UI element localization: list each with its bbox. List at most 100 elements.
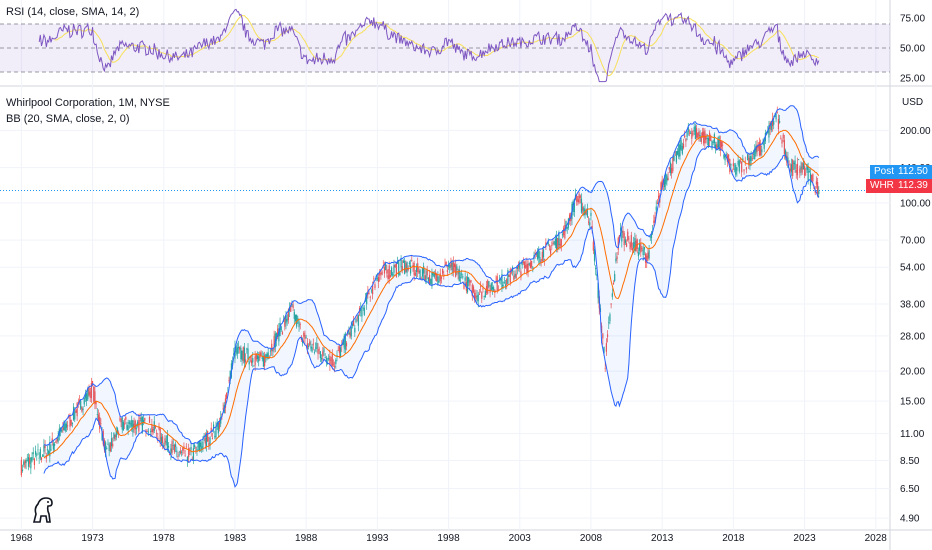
candle-body bbox=[83, 397, 85, 405]
candle-body bbox=[578, 193, 580, 203]
candle-body bbox=[204, 437, 206, 444]
candle-body bbox=[160, 436, 162, 444]
candle-body bbox=[423, 265, 425, 274]
candle-body bbox=[267, 352, 269, 359]
candle-body bbox=[622, 230, 624, 233]
candle-body bbox=[302, 340, 304, 344]
candle-body bbox=[170, 448, 172, 454]
candle-body bbox=[312, 343, 314, 345]
candle-body bbox=[306, 343, 308, 350]
candle-body bbox=[27, 457, 30, 467]
candle-body bbox=[752, 153, 755, 155]
candle-body bbox=[609, 314, 611, 322]
candle-body bbox=[146, 431, 148, 432]
candle-body bbox=[767, 130, 769, 133]
candle-body bbox=[792, 159, 794, 176]
candle-body bbox=[131, 420, 133, 427]
candle-body bbox=[625, 243, 628, 247]
candle-body bbox=[617, 237, 619, 250]
y-tick-label: 28.00 bbox=[900, 331, 925, 342]
candle-body bbox=[775, 114, 777, 120]
candle-body bbox=[385, 264, 387, 270]
candle-body bbox=[675, 151, 677, 163]
candle-body bbox=[110, 438, 113, 447]
x-tick-label: 1968 bbox=[10, 533, 33, 544]
candle-body bbox=[89, 391, 91, 398]
candle-body bbox=[452, 262, 454, 273]
candle-body bbox=[630, 234, 632, 248]
candle-body bbox=[173, 444, 176, 452]
candle-body bbox=[703, 131, 705, 144]
candle-body bbox=[618, 235, 621, 238]
candle-body bbox=[733, 168, 736, 170]
candle-body bbox=[527, 263, 529, 273]
candle-body bbox=[650, 233, 653, 238]
candle-body bbox=[736, 167, 738, 171]
candle-body bbox=[756, 144, 758, 152]
candle-body bbox=[377, 277, 380, 283]
candle-body bbox=[394, 264, 396, 267]
candle-body bbox=[615, 258, 617, 262]
candle-body bbox=[415, 267, 418, 272]
candle-body bbox=[529, 262, 532, 269]
candle-body bbox=[523, 261, 526, 269]
candle-body bbox=[315, 347, 317, 349]
candle-body bbox=[235, 345, 237, 353]
candle-body bbox=[553, 241, 555, 244]
candle-body bbox=[780, 137, 782, 139]
candle-body bbox=[74, 411, 76, 420]
candle-body bbox=[414, 272, 416, 276]
candle-body bbox=[709, 132, 711, 141]
candle-body bbox=[642, 249, 644, 256]
candle-body bbox=[741, 161, 743, 173]
candle-body bbox=[818, 191, 820, 194]
candle-body bbox=[205, 433, 208, 446]
candle-body bbox=[806, 164, 808, 170]
candle-body bbox=[49, 442, 51, 457]
rsi-tick-label: 50.00 bbox=[900, 44, 925, 55]
candle-body bbox=[470, 280, 472, 282]
currency-label[interactable]: USD bbox=[902, 97, 924, 108]
candle-body bbox=[573, 202, 575, 213]
candle-body bbox=[466, 276, 469, 293]
rsi-label: RSI (14, close, SMA, 14, 2) bbox=[6, 6, 140, 18]
candle-body bbox=[713, 134, 715, 144]
candle-body bbox=[589, 222, 591, 226]
candle-body bbox=[87, 388, 89, 400]
candle-body bbox=[493, 287, 495, 291]
candle-body bbox=[217, 422, 219, 434]
candle-body bbox=[782, 134, 784, 139]
candle-body bbox=[157, 437, 159, 441]
candle-body bbox=[261, 357, 263, 360]
candle-body bbox=[277, 328, 279, 338]
candle-body bbox=[723, 154, 725, 158]
x-tick-label: 2018 bbox=[722, 533, 745, 544]
candle-body bbox=[684, 135, 686, 138]
candle-body bbox=[755, 145, 757, 154]
candle-body bbox=[669, 162, 672, 174]
candle-body bbox=[140, 417, 142, 422]
candle-body bbox=[144, 417, 146, 421]
candle-body bbox=[84, 394, 87, 399]
candle-body bbox=[290, 305, 292, 312]
candle-body bbox=[431, 272, 433, 287]
candle-body bbox=[773, 120, 775, 125]
tradingview-logo-icon[interactable] bbox=[30, 494, 56, 529]
candle-body bbox=[555, 235, 558, 251]
candle-body bbox=[719, 140, 721, 151]
y-tick-label: 38.00 bbox=[900, 299, 925, 310]
candle-body bbox=[228, 380, 230, 381]
candle-body bbox=[67, 425, 69, 427]
candle-body bbox=[177, 456, 179, 458]
candle-body bbox=[355, 318, 357, 323]
candle-body bbox=[106, 448, 108, 449]
candle-body bbox=[602, 333, 604, 339]
candle-body bbox=[475, 295, 477, 300]
candle-body bbox=[649, 236, 651, 238]
candle-body bbox=[38, 457, 40, 459]
candle-body bbox=[676, 150, 679, 155]
candle-body bbox=[99, 416, 101, 429]
candle-body bbox=[339, 347, 342, 357]
candle-body bbox=[120, 418, 122, 423]
